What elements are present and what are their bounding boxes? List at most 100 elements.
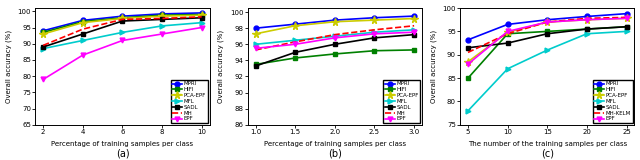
- Line: HIFI: HIFI: [465, 24, 629, 80]
- MH: [198, 16, 205, 18]
- HIFI: [79, 21, 86, 23]
- SADL: [291, 51, 299, 53]
- HIFI: [198, 14, 205, 16]
- MPRI: [623, 13, 630, 15]
- Text: (a): (a): [116, 148, 129, 158]
- Line: MH: MH: [44, 17, 202, 45]
- PCA-EPF: [583, 19, 591, 21]
- Y-axis label: Overall accuracy (%): Overall accuracy (%): [430, 30, 437, 103]
- Line: SADL: SADL: [253, 32, 417, 68]
- Line: MFL: MFL: [41, 20, 204, 51]
- MH: [331, 34, 339, 36]
- MH-KELM: [543, 21, 551, 23]
- HIFI: [464, 77, 472, 79]
- PCA-EPF: [118, 17, 126, 19]
- Legend: MPRI, HIFI, PCA-EPF, MFL, SADL, MH, EPF: MPRI, HIFI, PCA-EPF, MFL, SADL, MH, EPF: [171, 80, 208, 123]
- HIFI: [118, 17, 126, 19]
- MH: [252, 49, 259, 51]
- Text: (c): (c): [541, 148, 554, 158]
- MH: [118, 18, 126, 20]
- HIFI: [371, 50, 378, 52]
- EPF: [623, 17, 630, 19]
- MPRI: [79, 19, 86, 21]
- Line: MFL: MFL: [465, 29, 629, 113]
- MH-KELM: [623, 16, 630, 18]
- Line: MPRI: MPRI: [253, 14, 417, 31]
- Legend: MPRI, HIFI, PCA-EPF, MFL, SADL, MH-KELM, EPF: MPRI, HIFI, PCA-EPF, MFL, SADL, MH-KELM,…: [593, 80, 633, 123]
- Line: EPF: EPF: [465, 16, 629, 67]
- Line: MH: MH: [255, 26, 414, 50]
- Y-axis label: Overall accuracy (%): Overall accuracy (%): [218, 30, 225, 103]
- EPF: [583, 19, 591, 21]
- HIFI: [543, 30, 551, 32]
- MPRI: [331, 19, 339, 21]
- PCA-EPF: [504, 31, 511, 33]
- MFL: [543, 49, 551, 51]
- MFL: [504, 68, 511, 70]
- HIFI: [504, 33, 511, 35]
- HIFI: [291, 57, 299, 59]
- PCA-EPF: [331, 21, 339, 23]
- MFL: [198, 22, 205, 24]
- HIFI: [252, 64, 259, 65]
- MPRI: [371, 17, 378, 19]
- PCA-EPF: [252, 33, 259, 35]
- X-axis label: Percentage of training samples per class: Percentage of training samples per class: [264, 140, 406, 147]
- SADL: [79, 33, 86, 35]
- EPF: [118, 40, 126, 41]
- Line: PCA-EPF: PCA-EPF: [464, 15, 630, 66]
- MH: [79, 28, 86, 30]
- Line: MH-KELM: MH-KELM: [468, 17, 627, 52]
- MH: [371, 29, 378, 31]
- EPF: [291, 43, 299, 45]
- EPF: [331, 37, 339, 39]
- PCA-EPF: [40, 33, 47, 35]
- PCA-EPF: [291, 25, 299, 27]
- Line: PCA-EPF: PCA-EPF: [40, 11, 205, 38]
- PCA-EPF: [623, 17, 630, 19]
- MPRI: [40, 30, 47, 32]
- MH-KELM: [583, 17, 591, 19]
- Line: MPRI: MPRI: [465, 11, 629, 42]
- PCA-EPF: [410, 18, 418, 20]
- EPF: [79, 54, 86, 56]
- SADL: [40, 46, 47, 48]
- MH-KELM: [504, 33, 511, 35]
- Line: SADL: SADL: [465, 24, 629, 50]
- Line: PCA-EPF: PCA-EPF: [252, 15, 418, 38]
- EPF: [371, 33, 378, 35]
- EPF: [158, 33, 166, 35]
- MPRI: [198, 12, 205, 14]
- EPF: [410, 31, 418, 33]
- HIFI: [40, 31, 47, 33]
- MPRI: [291, 23, 299, 25]
- Line: SADL: SADL: [41, 15, 204, 49]
- MFL: [79, 40, 86, 41]
- EPF: [464, 63, 472, 65]
- HIFI: [583, 28, 591, 30]
- EPF: [504, 30, 511, 32]
- MFL: [158, 25, 166, 27]
- SADL: [543, 33, 551, 35]
- Legend: MPRI, HIFI, PCA-EPF, MFL, SADL, MH, EPF: MPRI, HIFI, PCA-EPF, MFL, SADL, MH, EPF: [383, 80, 420, 123]
- X-axis label: The number of the training samples per class: The number of the training samples per c…: [468, 140, 627, 147]
- SADL: [198, 17, 205, 19]
- MFL: [331, 35, 339, 37]
- SADL: [371, 37, 378, 39]
- EPF: [198, 27, 205, 28]
- SADL: [410, 34, 418, 36]
- Line: HIFI: HIFI: [41, 12, 204, 35]
- SADL: [252, 65, 259, 67]
- MH-KELM: [464, 52, 472, 53]
- EPF: [543, 21, 551, 23]
- SADL: [118, 20, 126, 22]
- Y-axis label: Overall accuracy (%): Overall accuracy (%): [6, 30, 12, 103]
- HIFI: [331, 53, 339, 55]
- MFL: [118, 31, 126, 33]
- PCA-EPF: [371, 19, 378, 21]
- HIFI: [623, 26, 630, 28]
- PCA-EPF: [198, 14, 205, 16]
- Line: HIFI: HIFI: [253, 48, 417, 67]
- EPF: [40, 78, 47, 80]
- SADL: [623, 26, 630, 28]
